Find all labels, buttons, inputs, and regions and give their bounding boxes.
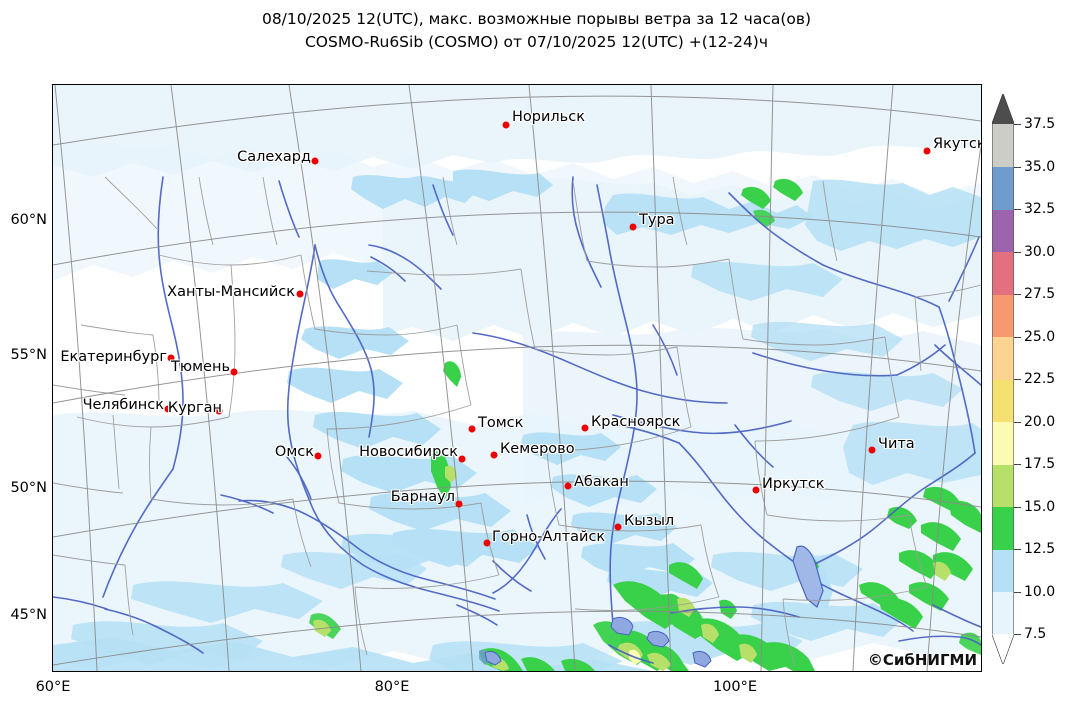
map-canvas (53, 85, 981, 671)
colorbar-tick-label: 37.5 (1024, 116, 1056, 132)
city-label: Новосибирск (359, 444, 458, 460)
city-marker (868, 446, 876, 454)
colorbar-tick-mark (1014, 634, 1021, 636)
city-label: Чита (878, 436, 915, 452)
page-title: 08/10/2025 12(UTC), макс. возможные поры… (0, 8, 1073, 54)
city-marker (167, 354, 175, 362)
city-marker (629, 223, 637, 231)
colorbar-tick-label: 20.0 (1024, 413, 1056, 430)
city-marker (164, 405, 172, 413)
colorbar-tick-label: 25.0 (1024, 328, 1056, 345)
title-line-2: COSMO-Ru6Sib (COSMO) от 07/10/2025 12(UT… (304, 33, 769, 51)
colorbar[interactable] (992, 94, 1014, 664)
city-marker (215, 407, 223, 415)
city-marker (614, 523, 622, 531)
colorbar-band (992, 336, 1014, 380)
city-marker (923, 147, 931, 155)
colorbar-tick-mark (1014, 336, 1021, 338)
colorbar-tick-mark (1014, 124, 1021, 126)
colorbar-band (992, 379, 1014, 422)
city-label: Тура (639, 212, 675, 228)
colorbar-tick-mark (1014, 209, 1021, 211)
colorbar-tick-label: 10.0 (1024, 583, 1056, 600)
city-label: Тюмень (171, 359, 230, 375)
colorbar-band (992, 464, 1014, 507)
title-line-1: 08/10/2025 12(UTC), макс. возможные поры… (261, 10, 812, 28)
field-band-12-15 (309, 178, 981, 671)
lakes-layer (484, 545, 824, 668)
colorbar-tick-mark (1014, 379, 1021, 381)
city-label: Норильск (512, 109, 585, 125)
colorbar-tick-mark (1014, 464, 1021, 466)
latitude-tick-label: 45°N (10, 607, 47, 623)
colorbar-tick-mark (1014, 506, 1021, 508)
city-marker (581, 424, 589, 432)
colorbar-tick-label: 35.0 (1024, 158, 1056, 175)
city-label: Красноярск (591, 414, 681, 430)
city-marker (314, 452, 322, 460)
city-marker (468, 425, 476, 433)
colorbar-tick-label: 30.0 (1024, 243, 1056, 260)
admin-borders-layer (53, 176, 981, 668)
city-label: Горно-Алтайск (492, 529, 606, 545)
city-label: Екатеринбург (60, 349, 167, 365)
city-marker (455, 500, 463, 508)
colorbar-band (992, 591, 1014, 635)
city-marker (296, 290, 304, 298)
colorbar-tick-label: 17.5 (1024, 456, 1056, 472)
city-label: Кызыл (624, 513, 675, 529)
city-label: Ханты-Мансийск (167, 284, 295, 300)
colorbar-extend-max-arrow (992, 94, 1014, 124)
city-marker (564, 482, 572, 490)
colorbar-tick-mark (1014, 251, 1021, 253)
city-label: Барнаул (390, 489, 455, 505)
latitude-tick-label: 60°N (10, 212, 47, 228)
city-marker (458, 455, 466, 463)
colorbar-tick-label: 12.5 (1024, 541, 1056, 557)
colorbar-band (992, 506, 1014, 550)
colorbar-tick-mark (1014, 549, 1021, 551)
colorbar-tick-label: 7.5 (1024, 626, 1047, 642)
city-label: Абакан (574, 474, 629, 490)
longitude-tick-label: 60°E (35, 679, 71, 695)
map-frame[interactable]: Норильск Якутск Салехард Тура Ханты-Мансийск… (52, 84, 982, 672)
colorbar-tick-label: 22.5 (1024, 371, 1056, 387)
city-marker (483, 539, 491, 547)
colorbar-tick-label: 32.5 (1024, 201, 1056, 217)
city-marker (311, 157, 319, 165)
city-marker (490, 451, 498, 459)
colorbar-band (992, 549, 1014, 592)
city-label: Кемерово (500, 441, 575, 457)
colorbar-tick-label: 27.5 (1024, 286, 1056, 302)
colorbar-band (992, 166, 1014, 210)
colorbar-tick-mark (1014, 591, 1021, 593)
colorbar-tick-mark (1014, 294, 1021, 296)
city-marker (230, 368, 238, 376)
latitude-tick-label: 50°N (10, 480, 47, 496)
city-label: Якутск (933, 136, 982, 152)
city-label: Томск (478, 415, 524, 431)
colorbar-tick-label: 15.0 (1024, 498, 1056, 515)
city-label: Иркутск (762, 476, 825, 492)
latitude-tick-label: 55°N (10, 347, 47, 363)
city-marker (752, 486, 760, 494)
city-label: Челябинск (82, 397, 164, 413)
city-label: Салехард (237, 149, 311, 165)
city-label: Курган (167, 400, 222, 416)
watermark: ©СибНИГМИ (867, 651, 977, 669)
colorbar-band (992, 124, 1014, 167)
colorbar-tick-mark (1014, 166, 1021, 168)
city-label: Омск (274, 444, 314, 460)
colorbar-band (992, 251, 1014, 295)
longitude-tick-label: 80°E (374, 679, 410, 695)
colorbar-extend-min-arrow (992, 634, 1014, 664)
colorbar-band (992, 209, 1014, 252)
colorbar-tick-mark (1014, 421, 1021, 423)
city-marker (502, 121, 510, 129)
colorbar-band (992, 421, 1014, 465)
graticule-layer (53, 85, 981, 671)
longitude-tick-label: 100°E (712, 679, 758, 695)
colorbar-band (992, 294, 1014, 337)
